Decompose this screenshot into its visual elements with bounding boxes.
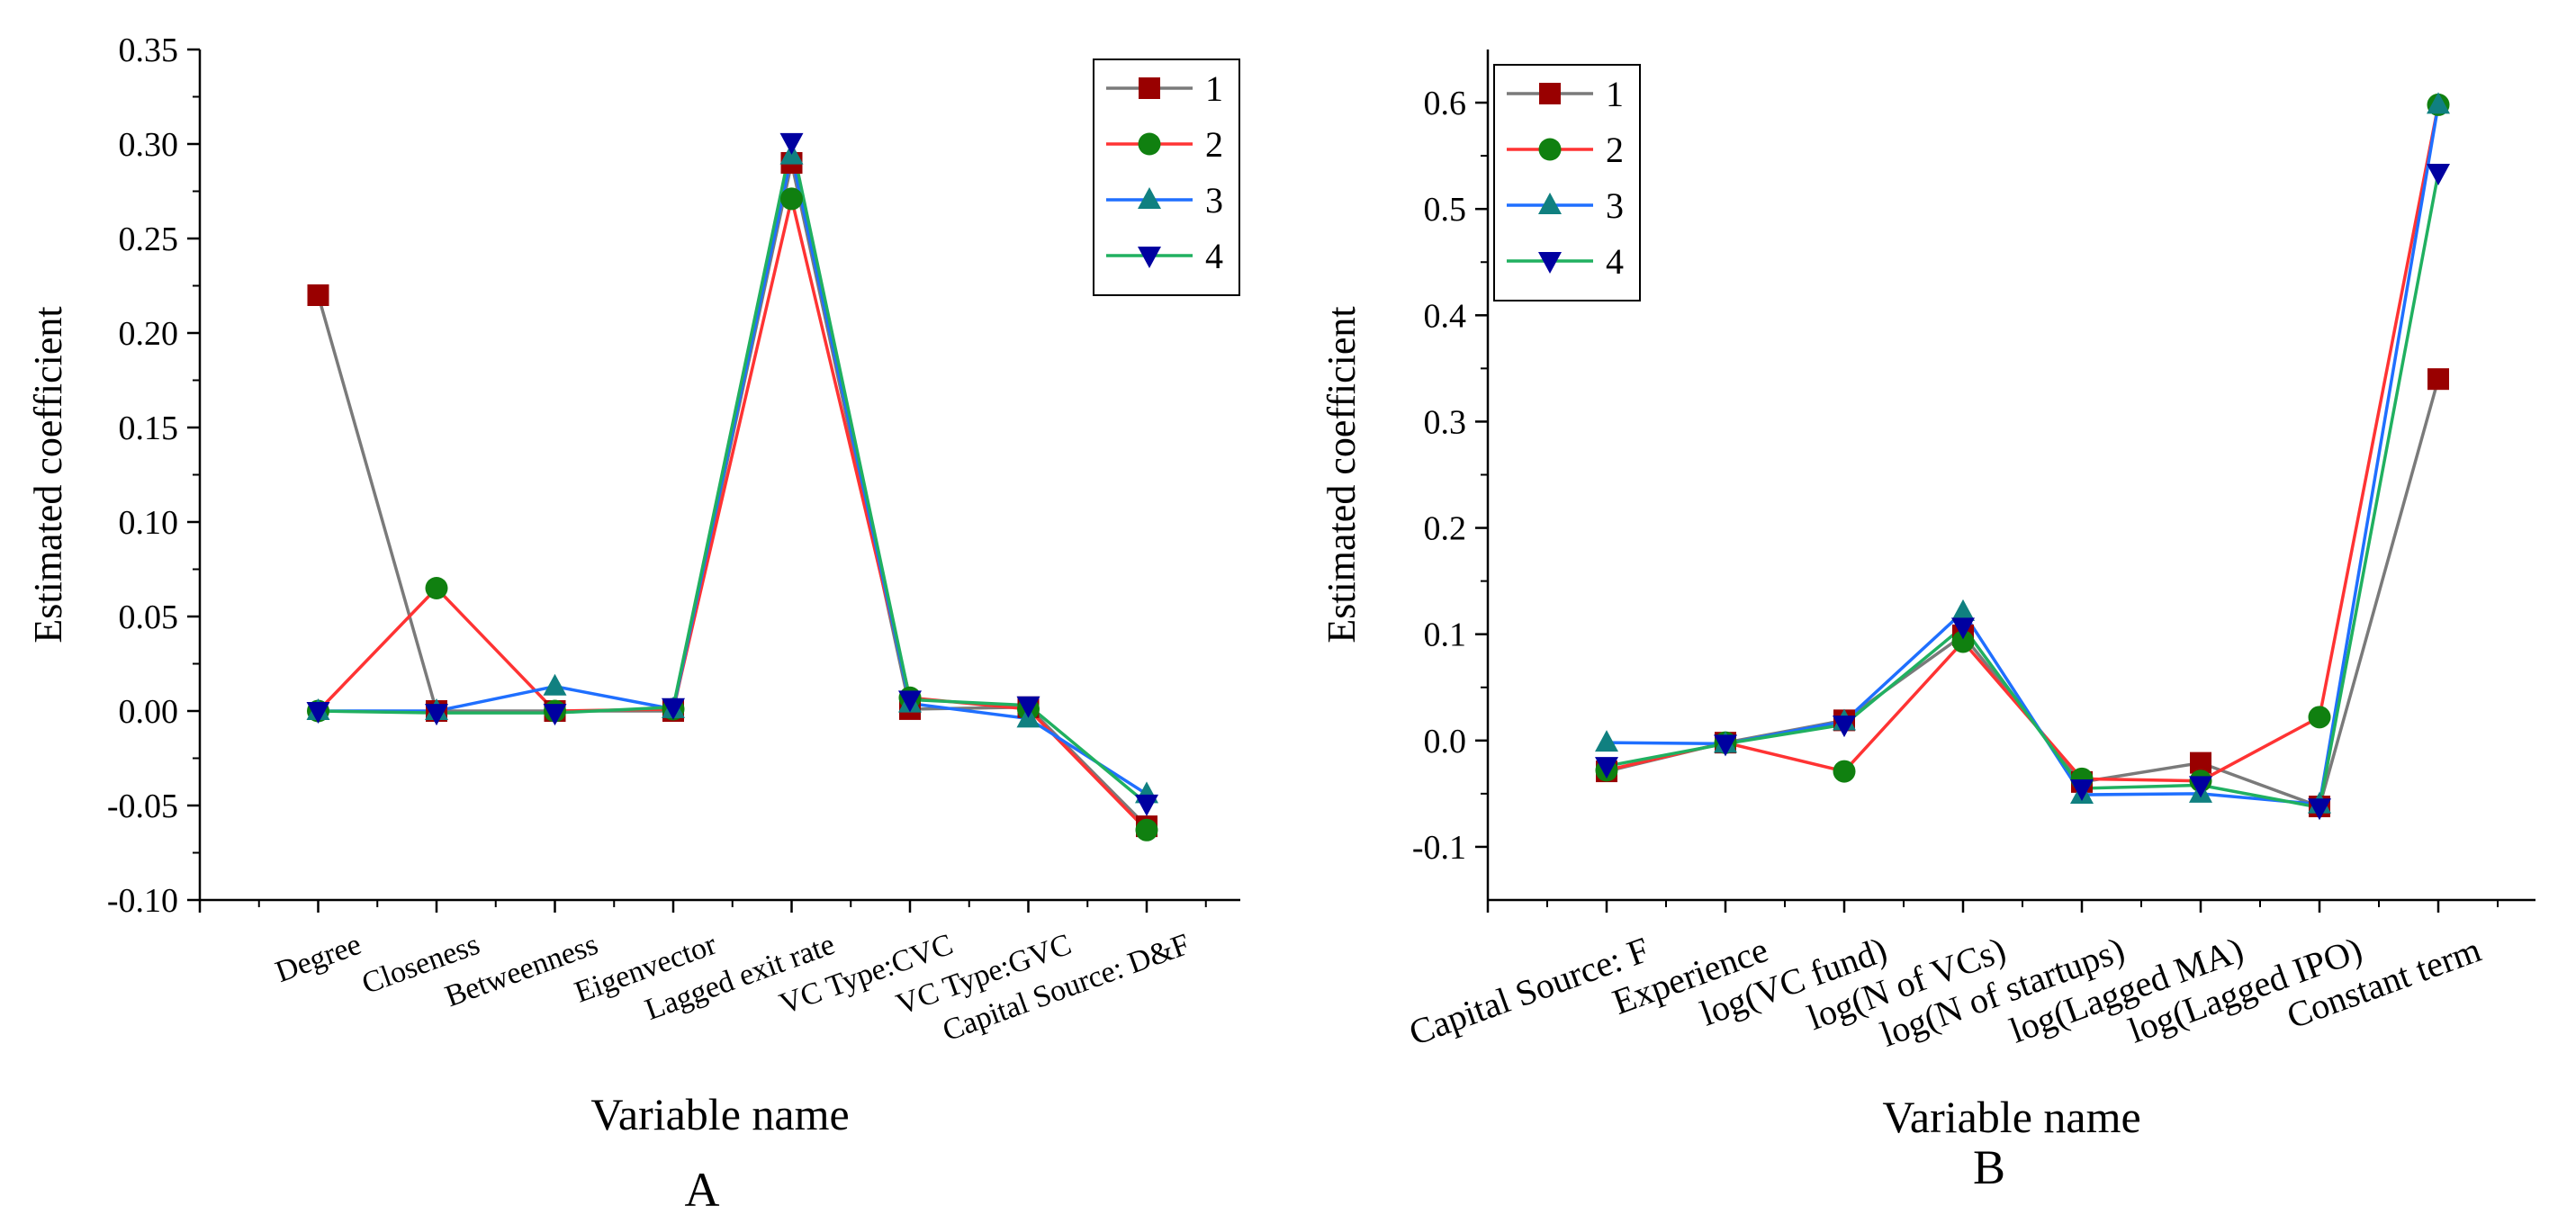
x-axis-title: Variable name xyxy=(1882,1092,2140,1142)
legend-marker xyxy=(1138,132,1161,156)
series-4-point xyxy=(1135,794,1158,816)
chart-a: -0.10 -0.05 0.00 0.05 0.10 0.15 0.20 0.25 0.30 0.… xyxy=(26,32,1240,1217)
y-tick-label: -0.1 xyxy=(1412,829,1466,867)
y-tick-label: 0.3 xyxy=(1424,403,1467,441)
legend-marker xyxy=(1138,247,1161,268)
y-tick-label: -0.10 xyxy=(107,882,178,920)
y-tick-label: 0.00 xyxy=(119,693,179,731)
series-4-point xyxy=(2308,798,2331,821)
y-tick-label: 0.2 xyxy=(1424,510,1467,548)
y-tick-label: 0.10 xyxy=(119,504,179,542)
y-axis-title: Estimated coefficient xyxy=(26,306,70,643)
series-3-point xyxy=(1951,598,1975,621)
legend-label: 1 xyxy=(1606,74,1624,114)
series-4-point xyxy=(662,698,685,720)
series-2-point xyxy=(780,187,803,211)
y-axis-title: Estimated coefficient xyxy=(1320,306,1364,643)
series-3-point xyxy=(2427,92,2450,114)
legend-marker xyxy=(1538,252,1562,274)
series-2-point xyxy=(1833,760,1856,783)
series-4-point xyxy=(1951,617,1975,640)
series-4-point xyxy=(1833,716,1856,738)
series-3-point xyxy=(543,673,567,696)
y-tick-label: 0.1 xyxy=(1424,616,1467,654)
y-tick-label: 0.05 xyxy=(119,598,179,636)
x-axis-title: Variable name xyxy=(590,1089,849,1139)
y-tick-label: 0.0 xyxy=(1424,723,1467,760)
series-4-line xyxy=(1606,172,2440,810)
series-2-point xyxy=(2308,706,2331,729)
y-tick-label: -0.05 xyxy=(107,788,178,825)
series-2-line xyxy=(317,198,1148,832)
legend-label: 2 xyxy=(1606,130,1624,170)
panel-label: A xyxy=(685,1163,720,1217)
series-4-point xyxy=(543,704,567,726)
y-tick-label: 0.5 xyxy=(1424,191,1467,229)
legend-marker xyxy=(1139,77,1160,99)
series-4-point xyxy=(2070,778,2094,801)
series-4-point xyxy=(779,132,804,155)
series-4-point xyxy=(2427,164,2450,186)
legend-marker xyxy=(1138,187,1161,209)
y-tick-label: 0.6 xyxy=(1424,85,1467,122)
legend-label: 4 xyxy=(1606,241,1624,282)
y-tick-label: 0.25 xyxy=(119,220,179,258)
series-4-point xyxy=(1016,696,1040,718)
series-4-point xyxy=(1714,734,1737,757)
series-1-point xyxy=(2427,368,2449,391)
legend-label: 3 xyxy=(1606,185,1624,226)
series-4-line xyxy=(318,141,1148,806)
legend-marker xyxy=(1538,138,1562,161)
series-2-point xyxy=(1951,630,1975,653)
series-3-point xyxy=(1595,730,1618,752)
y-tick-label: 0.20 xyxy=(119,315,179,353)
series-1-point xyxy=(307,284,329,306)
legend-label: 1 xyxy=(1205,68,1223,109)
series-4-point xyxy=(1595,757,1618,779)
legend-marker xyxy=(1539,83,1561,104)
series-2-point xyxy=(425,577,448,599)
legend-label: 4 xyxy=(1205,236,1223,276)
legend-marker xyxy=(1538,193,1562,214)
series-4-point xyxy=(898,690,922,713)
x-tick-label: Degree xyxy=(271,928,365,989)
series-4-point xyxy=(425,704,448,726)
y-tick-label: 0.15 xyxy=(119,410,179,447)
series-2-line xyxy=(1606,104,2440,783)
panel-label: B xyxy=(1973,1140,2005,1194)
y-tick-label: 0.4 xyxy=(1424,297,1467,335)
legend-label: 3 xyxy=(1205,180,1223,220)
legend-label: 2 xyxy=(1205,124,1223,165)
series-4-point xyxy=(2189,776,2212,798)
y-tick-label: 0.35 xyxy=(119,32,179,69)
series-4-point xyxy=(306,702,330,724)
y-tick-label: 0.30 xyxy=(119,126,179,164)
series-2-point xyxy=(1135,818,1158,842)
series-3-line xyxy=(1606,104,2440,806)
